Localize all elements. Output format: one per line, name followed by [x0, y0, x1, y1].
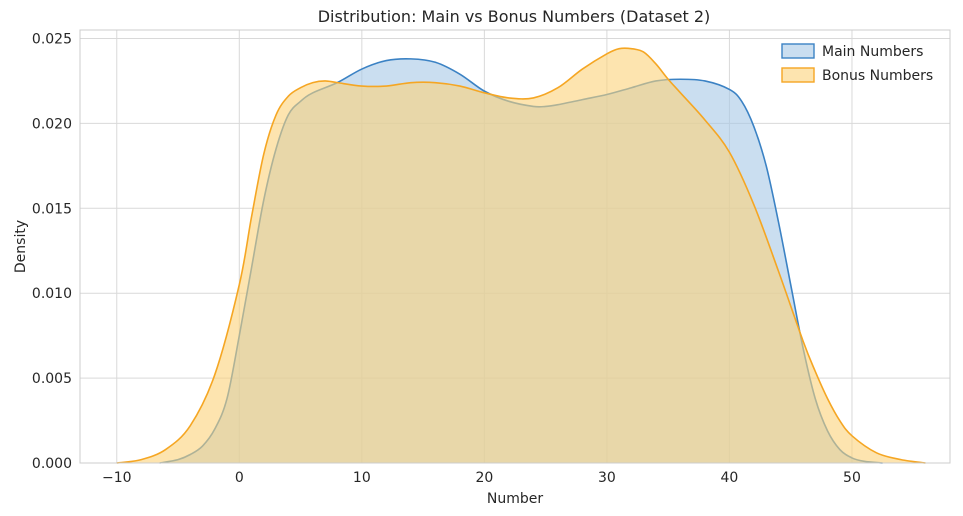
x-tick-label: 40	[721, 470, 739, 486]
y-tick-label: 0.005	[32, 371, 72, 387]
series-layer	[116, 47, 926, 464]
series-area-1	[116, 48, 926, 463]
x-axis-ticks: −10 0 10 20 30 40 50	[102, 470, 861, 486]
x-tick-label: 10	[353, 470, 371, 486]
y-tick-label: 0.010	[32, 286, 72, 302]
x-tick-label: 20	[475, 470, 493, 486]
legend-swatch-1	[781, 67, 815, 83]
y-axis-ticks: 0.000 0.005 0.010 0.015 0.020 0.025	[32, 31, 72, 472]
x-axis-label: Number	[487, 491, 543, 507]
x-tick-label: 0	[235, 470, 244, 486]
plot-frame	[79, 29, 951, 464]
legend-swatch-0	[781, 43, 815, 59]
y-axis-label: Density	[13, 220, 29, 273]
legend-label-1: Bonus Numbers	[822, 68, 933, 84]
y-tick-label: 0.025	[32, 31, 72, 47]
series-line-1	[116, 47, 926, 464]
legend-label-0: Main Numbers	[822, 44, 923, 60]
y-tick-label: 0.020	[32, 116, 72, 132]
y-tick-label: 0.000	[32, 456, 72, 472]
x-tick-label: 50	[843, 470, 861, 486]
x-tick-label: −10	[102, 470, 132, 486]
chart-title: Distribution: Main vs Bonus Numbers (Dat…	[318, 7, 711, 26]
y-tick-label: 0.015	[32, 201, 72, 217]
x-tick-label: 30	[598, 470, 616, 486]
legend: Main Numbers Bonus Numbers	[781, 43, 933, 84]
